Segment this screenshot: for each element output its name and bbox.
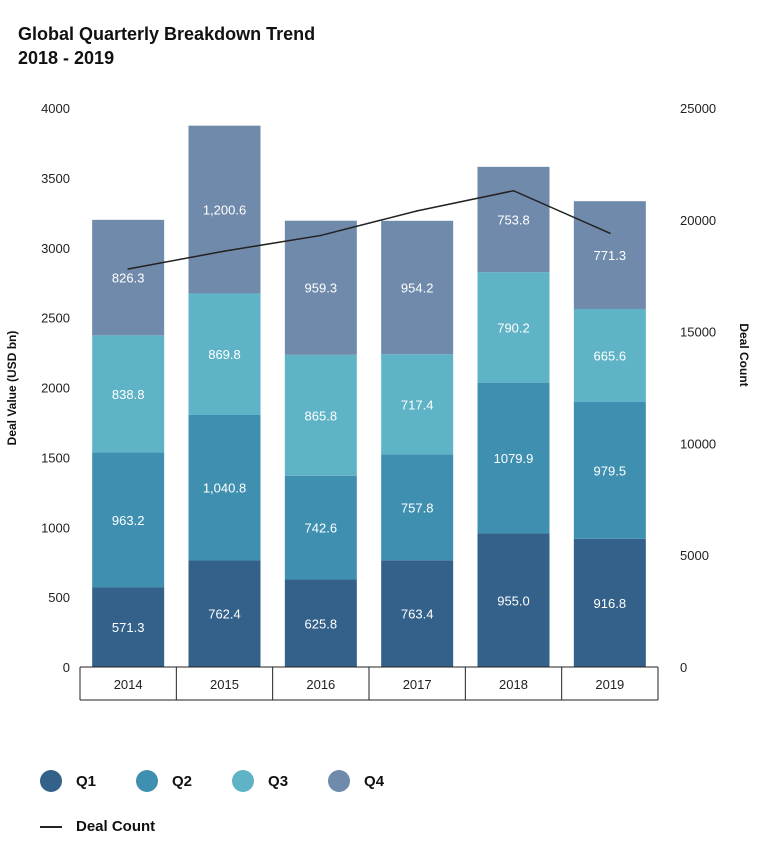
legend-deal-count: Deal Count <box>40 818 155 835</box>
bar-q2 <box>381 454 454 561</box>
data-label: 826.3 <box>112 271 145 286</box>
legend-q4: Q4 <box>328 770 384 792</box>
data-label: 753.8 <box>497 213 530 228</box>
x-tick-label: 2017 <box>403 677 432 692</box>
y2-tick-label: 5000 <box>680 548 709 563</box>
y2-tick-label: 25000 <box>680 101 716 116</box>
y-axis-label: Deal Value (USD bn) <box>5 331 19 446</box>
y2-tick-label: 10000 <box>680 436 716 451</box>
y-tick-label: 2500 <box>41 311 70 326</box>
subtitle-text: 2018 - 2019 <box>18 48 115 68</box>
deal-count-point <box>416 210 418 212</box>
data-label: 771.3 <box>594 248 627 263</box>
x-tick-label: 2018 <box>499 677 528 692</box>
legend-label: Deal Count <box>76 818 156 835</box>
bar-q1 <box>477 533 550 667</box>
data-label: 742.6 <box>305 521 338 536</box>
legend-label: Q3 <box>268 772 289 790</box>
bar-q1 <box>92 587 165 667</box>
data-label: 1,200.6 <box>203 203 246 218</box>
bar-q4 <box>92 219 165 336</box>
bar-q1 <box>284 579 357 667</box>
y2-tick-label: 20000 <box>680 213 716 228</box>
line-swatch <box>40 825 62 828</box>
x-tick-label: 2019 <box>595 677 624 692</box>
bar-q2 <box>477 382 550 534</box>
y-tick-label: 4000 <box>41 101 70 116</box>
bar-q4 <box>381 220 454 355</box>
y2-tick-label: 15000 <box>680 325 716 340</box>
data-label: 717.4 <box>401 397 434 412</box>
bar-q3 <box>381 354 454 455</box>
x-tick-label: 2015 <box>210 677 239 692</box>
deal-count-point <box>512 189 515 192</box>
deal-count-line <box>128 189 611 270</box>
data-label: 790.2 <box>497 320 530 335</box>
x-tick-label: 2014 <box>114 677 143 692</box>
deal-count-point <box>320 234 322 237</box>
data-label: 571.3 <box>112 620 145 635</box>
data-label: 625.8 <box>305 616 338 631</box>
y-tick-label: 2000 <box>41 381 70 396</box>
q3-swatch <box>232 770 255 792</box>
data-label: 762.4 <box>208 607 241 622</box>
y2-axis-label: Deal Count <box>737 323 751 386</box>
deal-count-point <box>127 268 129 270</box>
q4-swatch <box>328 770 351 792</box>
data-label: 665.6 <box>594 348 627 363</box>
legend-q1: Q1 <box>40 770 96 792</box>
data-label: 757.8 <box>401 500 434 515</box>
legend-label: Q2 <box>172 772 193 790</box>
bar-q1 <box>188 560 261 667</box>
legend-q3: Q3 <box>232 770 288 792</box>
chart-title: Global Quarterly Breakdown Trend 2018 - … <box>18 22 315 70</box>
data-label: 1,040.8 <box>203 481 246 496</box>
bar-q3 <box>477 272 550 383</box>
q2-swatch <box>136 770 159 792</box>
bar-q1 <box>381 560 454 667</box>
bar-q4 <box>284 220 357 355</box>
legend-q2: Q2 <box>136 770 192 792</box>
data-label: 955.0 <box>497 593 530 608</box>
data-label: 763.4 <box>401 607 434 622</box>
bar-q2 <box>92 452 165 588</box>
bar-q2 <box>188 415 261 561</box>
data-label: 954.2 <box>401 280 434 295</box>
bar-q2 <box>573 401 646 539</box>
bar-q3 <box>284 354 357 476</box>
y-tick-label: 3500 <box>41 171 70 186</box>
bar-q3 <box>188 293 261 416</box>
bar-q2 <box>284 475 357 580</box>
bar-q3 <box>92 335 165 453</box>
legend: Q1 Q2 Q3 Q4 <box>40 770 424 792</box>
data-label: 838.8 <box>112 387 145 402</box>
y-tick-label: 1500 <box>41 450 70 465</box>
y-tick-label: 0 <box>63 660 70 675</box>
data-label: 959.3 <box>305 281 338 296</box>
y-tick-label: 3000 <box>41 241 70 256</box>
deal-count-point <box>223 250 226 252</box>
q1-swatch <box>40 770 62 792</box>
bar-q4 <box>188 125 261 294</box>
y2-tick-label: 0 <box>680 660 687 675</box>
bar-q4 <box>477 166 550 273</box>
data-label: 865.8 <box>305 408 338 423</box>
y-tick-label: 1000 <box>41 520 70 535</box>
deal-count-point <box>609 232 611 235</box>
data-label: 1079.9 <box>494 451 534 466</box>
data-label: 916.8 <box>594 596 627 611</box>
legend-label: Q1 <box>76 772 97 790</box>
x-tick-label: 2016 <box>306 677 335 692</box>
bar-q4 <box>573 201 646 309</box>
data-label: 963.2 <box>112 513 145 528</box>
y-tick-label: 500 <box>48 590 70 605</box>
title-text: Global Quarterly Breakdown Trend <box>18 24 316 44</box>
legend-label: Q4 <box>364 772 385 790</box>
bar-q1 <box>573 538 646 667</box>
data-label: 869.8 <box>208 347 241 362</box>
data-label: 979.5 <box>594 463 627 478</box>
bar-q3 <box>573 308 646 402</box>
